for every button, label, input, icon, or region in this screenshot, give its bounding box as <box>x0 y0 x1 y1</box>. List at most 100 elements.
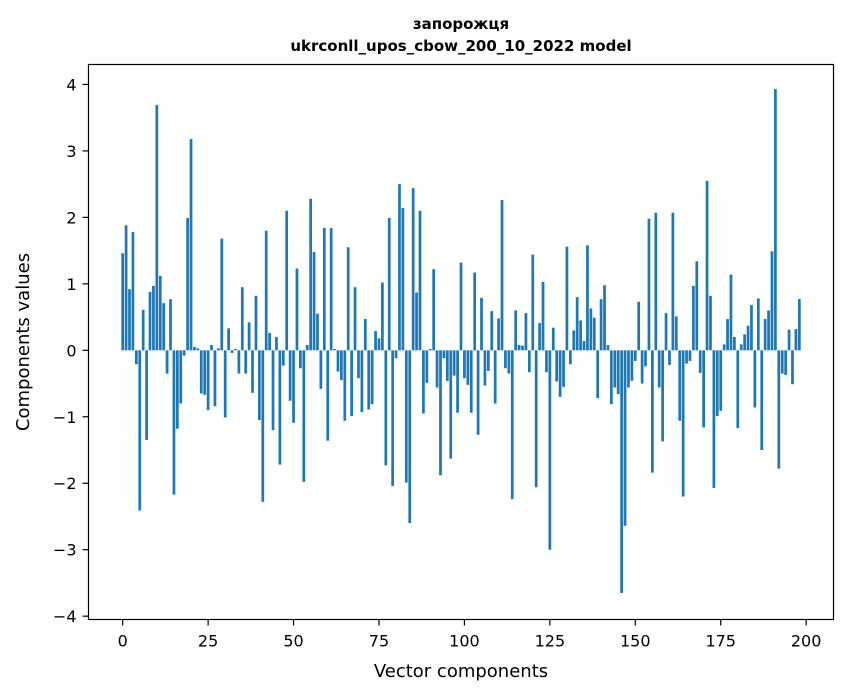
y-tick-label: 4 <box>66 75 76 94</box>
bar <box>466 350 470 385</box>
bar <box>777 350 781 469</box>
bar <box>415 292 418 351</box>
bar <box>230 350 234 353</box>
bar <box>651 350 654 473</box>
y-tick-label: 1 <box>66 275 76 294</box>
bar <box>719 350 723 411</box>
bar <box>281 350 285 366</box>
bar <box>374 331 377 351</box>
bar <box>234 348 237 351</box>
bar <box>664 313 668 351</box>
bar <box>196 348 200 351</box>
bar <box>493 350 497 404</box>
y-tick-label: 0 <box>66 341 76 360</box>
bar <box>258 350 261 421</box>
bar <box>199 350 203 394</box>
bar <box>633 350 637 361</box>
bar <box>203 350 207 395</box>
bar <box>473 272 477 351</box>
bar <box>425 350 429 383</box>
bar <box>449 350 453 459</box>
bar <box>698 350 702 373</box>
bar <box>333 348 336 351</box>
bar <box>404 350 408 483</box>
bar <box>469 350 473 413</box>
bar <box>247 322 251 351</box>
bar <box>603 285 606 351</box>
bar <box>715 350 719 417</box>
bar <box>565 246 569 351</box>
bar <box>456 350 459 413</box>
bar <box>572 330 576 351</box>
x-tick-label: 50 <box>283 632 303 651</box>
bar <box>442 350 446 359</box>
y-tick-label: 2 <box>66 208 76 227</box>
bar <box>521 345 524 351</box>
bar <box>244 350 248 374</box>
bar <box>292 350 295 423</box>
bar <box>582 341 586 351</box>
bar <box>370 350 374 405</box>
bar <box>186 218 189 351</box>
bar <box>763 319 767 351</box>
bar <box>575 297 579 351</box>
bar <box>346 247 350 351</box>
bar <box>264 230 268 351</box>
bar <box>411 188 415 351</box>
bar <box>319 350 323 389</box>
bar <box>784 350 788 375</box>
bar <box>261 350 265 502</box>
bar <box>305 344 309 351</box>
bar <box>165 350 169 374</box>
bar <box>175 350 179 429</box>
bar <box>627 350 630 388</box>
bar <box>401 208 405 351</box>
bar <box>340 350 343 381</box>
bar <box>671 212 675 351</box>
bar <box>322 228 326 351</box>
bar <box>613 350 617 388</box>
bar <box>220 238 224 351</box>
bar <box>739 344 743 351</box>
bar <box>158 275 162 351</box>
y-axis-label: Components values <box>13 253 34 431</box>
bar <box>589 308 593 351</box>
bar <box>278 350 282 465</box>
bar <box>179 350 183 404</box>
bar <box>268 333 271 351</box>
bar <box>733 337 736 351</box>
bar <box>288 350 292 401</box>
bar <box>387 218 391 351</box>
bar <box>182 350 186 356</box>
bar <box>746 325 750 351</box>
bar <box>148 291 152 351</box>
bar <box>510 350 514 500</box>
bar <box>254 295 258 351</box>
bar <box>360 350 364 413</box>
y-axis: 4 3 2 1 0 −1 −2 −3 −4 <box>53 75 89 626</box>
x-tick-label: 0 <box>118 632 128 651</box>
bar <box>240 287 244 351</box>
bar <box>688 350 692 361</box>
bar <box>620 350 623 593</box>
x-tick-label: 150 <box>620 632 651 651</box>
bar <box>709 295 712 351</box>
x-axis: 0 25 50 75 100 125 150 175 200 <box>118 619 821 651</box>
bar <box>445 350 449 381</box>
bar <box>640 350 644 384</box>
bar <box>674 316 678 351</box>
bar <box>637 301 641 351</box>
bar <box>791 350 794 385</box>
bar <box>661 350 664 442</box>
x-tick-label: 175 <box>705 632 736 651</box>
bar <box>155 105 159 351</box>
bar <box>459 262 463 351</box>
bar <box>189 138 193 351</box>
bar <box>408 350 412 524</box>
bar <box>141 309 145 351</box>
bar <box>381 282 384 351</box>
bar <box>217 348 220 351</box>
bar <box>555 350 559 382</box>
bar <box>128 289 131 351</box>
